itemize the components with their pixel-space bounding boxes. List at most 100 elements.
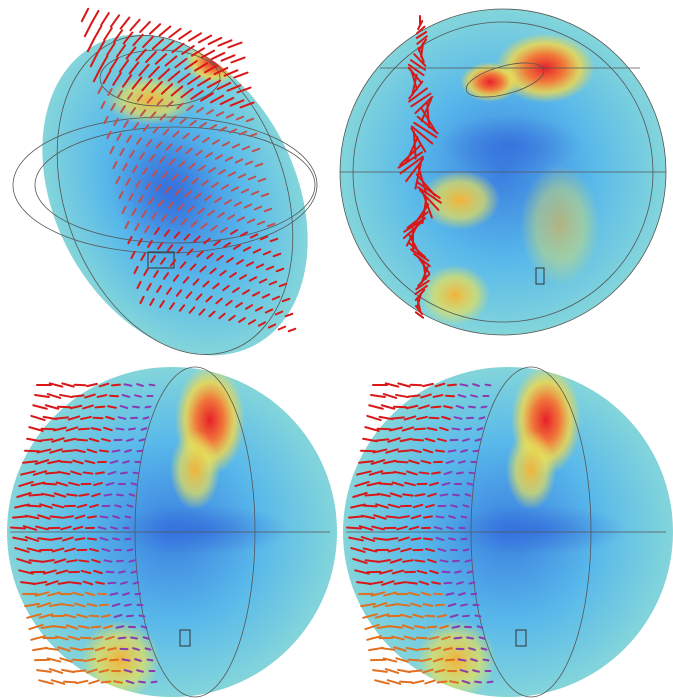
arrow <box>46 472 58 473</box>
arrow <box>134 582 139 583</box>
arrow <box>349 516 363 517</box>
arrow <box>419 649 429 650</box>
arrow <box>369 405 383 408</box>
arrow <box>461 604 467 605</box>
arrow <box>441 560 448 561</box>
arrow <box>373 670 387 672</box>
arrow <box>222 55 235 60</box>
arrow <box>417 638 427 639</box>
arrow <box>279 327 285 330</box>
arrow <box>90 616 99 617</box>
arrow <box>39 680 53 683</box>
arrow <box>80 560 89 561</box>
arrow <box>398 383 410 386</box>
arrow <box>399 604 410 605</box>
arrow <box>482 648 487 649</box>
arrow <box>449 538 455 539</box>
arrow <box>415 429 425 430</box>
warm-region <box>420 265 490 325</box>
arrow <box>361 451 375 452</box>
arrow <box>480 637 485 638</box>
arrow <box>470 582 475 583</box>
arrow <box>199 36 211 43</box>
arrow <box>11 528 25 529</box>
arrow <box>428 627 437 628</box>
arrow <box>81 638 91 639</box>
arrow <box>119 638 126 639</box>
arrow <box>77 681 88 683</box>
arrow <box>63 604 74 605</box>
arrow <box>430 418 439 419</box>
arrow <box>453 429 460 430</box>
arrow <box>152 682 157 683</box>
arrow <box>347 528 361 529</box>
arrow <box>104 28 112 40</box>
arrow <box>476 616 481 617</box>
arrow <box>138 451 143 452</box>
arrow <box>64 682 76 683</box>
arrow <box>100 605 108 606</box>
arrow <box>432 472 440 473</box>
arrow <box>461 384 468 385</box>
arrow <box>136 594 141 595</box>
arrow <box>44 484 56 485</box>
arrow <box>423 384 433 386</box>
arrow <box>62 383 74 386</box>
arrow <box>142 428 147 429</box>
arrow <box>420 472 429 473</box>
arrow <box>135 395 141 396</box>
arrow <box>113 538 119 539</box>
arrow <box>132 571 137 572</box>
arrow <box>446 660 454 661</box>
arrow <box>466 494 471 495</box>
arrow <box>37 670 51 672</box>
arrow <box>432 407 441 408</box>
arrow <box>110 660 118 661</box>
arrow <box>396 395 408 397</box>
arrow <box>60 395 72 397</box>
arrow <box>144 417 149 418</box>
arrow <box>413 440 423 441</box>
arrow <box>130 494 135 495</box>
arrow <box>94 418 103 419</box>
arrow <box>87 384 97 386</box>
arrow <box>71 582 81 583</box>
cool-region <box>115 130 215 250</box>
arrow <box>467 637 473 638</box>
arrow <box>478 428 483 429</box>
arrow <box>130 560 135 561</box>
cool-region <box>446 505 626 555</box>
arrow <box>73 660 84 661</box>
arrow <box>219 40 232 45</box>
arrow <box>58 407 70 408</box>
arrow <box>394 407 406 408</box>
arrow <box>13 516 27 517</box>
arrow <box>179 31 191 39</box>
arrow <box>468 483 473 484</box>
arrow <box>411 671 422 672</box>
arrow <box>412 538 421 539</box>
arrow <box>117 495 123 496</box>
arrow <box>445 583 452 584</box>
arrow <box>79 429 89 430</box>
arrow <box>121 473 127 474</box>
arrow <box>425 681 435 684</box>
arrow <box>457 473 463 474</box>
arrow <box>146 407 151 408</box>
arrow <box>380 484 392 485</box>
arrow <box>476 439 481 440</box>
arrow <box>484 660 489 661</box>
arrow <box>132 483 137 484</box>
arrow <box>73 395 84 396</box>
arrow <box>453 495 459 496</box>
field-plot-grid <box>0 0 673 698</box>
arrow <box>83 649 93 650</box>
arrow <box>56 417 68 418</box>
arrow <box>449 450 456 451</box>
arrow <box>63 451 74 452</box>
arrow <box>110 396 118 397</box>
arrow <box>451 505 457 506</box>
arrow <box>67 494 77 495</box>
arrow <box>424 538 432 539</box>
arrow <box>397 462 408 463</box>
